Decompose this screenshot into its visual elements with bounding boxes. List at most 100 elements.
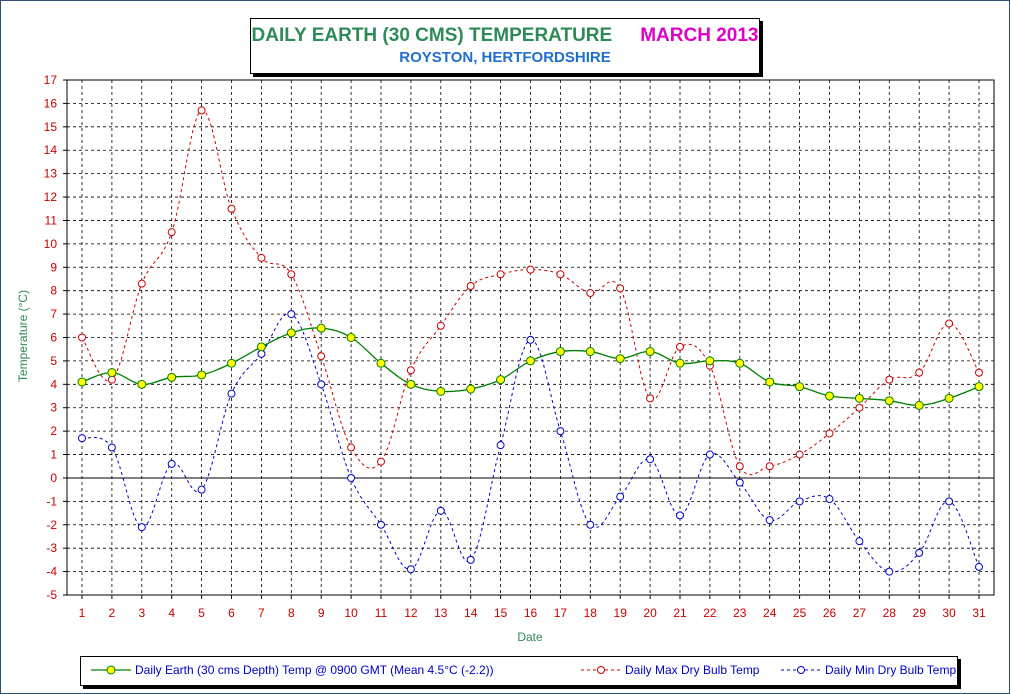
x-tick-label: 20 xyxy=(643,606,657,620)
series-line xyxy=(81,313,980,573)
data-point xyxy=(586,289,595,298)
data-point xyxy=(855,403,864,412)
data-point xyxy=(287,310,296,319)
data-point xyxy=(496,375,506,385)
data-point xyxy=(436,386,446,396)
data-point xyxy=(855,537,864,546)
data-point xyxy=(885,567,894,576)
data-point xyxy=(436,506,445,515)
data-point xyxy=(526,335,535,344)
x-tick-label: 11 xyxy=(375,606,388,620)
data-point xyxy=(496,270,505,279)
data-point xyxy=(555,347,565,357)
x-tick-label: 14 xyxy=(464,606,478,620)
data-point xyxy=(137,279,146,288)
series-1 xyxy=(78,106,983,476)
data-point xyxy=(346,333,356,342)
x-tick-label: 22 xyxy=(703,606,717,620)
legend-label-max: Daily Max Dry Bulb Temp xyxy=(625,662,760,677)
data-point xyxy=(286,328,296,338)
x-tick-label: 23 xyxy=(733,606,747,620)
x-tick-label: 7 xyxy=(258,606,265,620)
chart-title-box: DAILY EARTH (30 CMS) TEMPERATURE MARCH 20… xyxy=(250,18,760,74)
data-point xyxy=(825,391,834,401)
legend-item-min: Daily Min Dry Bulb Temp xyxy=(781,662,956,677)
data-point xyxy=(616,284,625,293)
data-point xyxy=(436,321,445,330)
data-point xyxy=(107,443,116,452)
x-tick-label: 5 xyxy=(198,606,205,620)
data-point xyxy=(137,523,146,532)
data-point xyxy=(466,384,476,394)
y-tick-label: 13 xyxy=(44,167,58,181)
data-point xyxy=(526,265,535,274)
data-point xyxy=(586,520,595,529)
x-tick-label: 19 xyxy=(614,606,628,620)
legend-swatch-min xyxy=(781,665,821,674)
legend-swatch-earth xyxy=(91,665,131,675)
data-point xyxy=(885,375,894,384)
x-tick-label: 9 xyxy=(318,606,325,620)
data-point xyxy=(556,270,565,279)
y-tick-label: 14 xyxy=(44,143,58,157)
data-point xyxy=(705,356,715,366)
y-tick-label: 9 xyxy=(50,260,57,274)
y-tick-label: -1 xyxy=(46,494,57,508)
data-point xyxy=(556,427,565,436)
legend-swatch-max xyxy=(581,665,621,674)
data-point xyxy=(347,473,356,482)
data-point xyxy=(645,347,655,357)
data-point xyxy=(287,270,296,279)
legend-label-earth: Daily Earth (30 cms Depth) Temp @ 0900 G… xyxy=(135,662,494,677)
y-tick-label: 17 xyxy=(44,73,58,87)
data-point xyxy=(854,393,864,403)
x-tick-label: 6 xyxy=(228,606,235,620)
data-point xyxy=(257,253,266,262)
x-tick-label: 4 xyxy=(168,606,175,620)
x-tick-label: 12 xyxy=(404,606,418,620)
data-point xyxy=(347,443,356,452)
data-point xyxy=(526,356,535,366)
data-point xyxy=(646,455,655,464)
data-point xyxy=(197,485,206,494)
data-point xyxy=(197,370,207,380)
series-line xyxy=(81,109,980,476)
data-point xyxy=(406,565,415,574)
data-point xyxy=(735,478,744,487)
data-point xyxy=(167,228,176,237)
data-point xyxy=(974,382,984,392)
data-point xyxy=(496,441,505,450)
data-point xyxy=(944,393,954,403)
data-point xyxy=(884,396,894,406)
series-2 xyxy=(78,310,983,576)
y-tick-label: 15 xyxy=(44,120,58,134)
data-point xyxy=(705,450,714,459)
data-point xyxy=(676,511,684,520)
y-tick-label: 7 xyxy=(50,307,57,321)
data-point xyxy=(406,379,416,389)
y-tick-label: 12 xyxy=(44,190,58,204)
data-point xyxy=(107,368,117,378)
y-tick-label: -5 xyxy=(46,588,57,602)
data-point xyxy=(945,319,954,328)
chart-title: DAILY EARTH (30 CMS) TEMPERATURE xyxy=(251,25,613,46)
x-tick-label: 21 xyxy=(673,606,687,620)
y-tick-label: -3 xyxy=(46,541,57,555)
data-point xyxy=(975,368,983,377)
data-point xyxy=(317,352,326,361)
data-point xyxy=(376,358,386,368)
y-tick-label: -4 xyxy=(46,565,57,579)
x-tick-label: 8 xyxy=(288,606,295,620)
series-0 xyxy=(77,323,984,410)
data-point xyxy=(616,492,625,501)
data-point xyxy=(795,497,804,506)
data-point xyxy=(914,400,924,410)
data-point xyxy=(317,380,326,389)
data-point xyxy=(227,358,236,368)
x-tick-label: 16 xyxy=(524,606,538,620)
y-tick-label: 16 xyxy=(44,96,58,110)
x-tick-label: 28 xyxy=(883,606,897,620)
data-point xyxy=(227,204,236,213)
